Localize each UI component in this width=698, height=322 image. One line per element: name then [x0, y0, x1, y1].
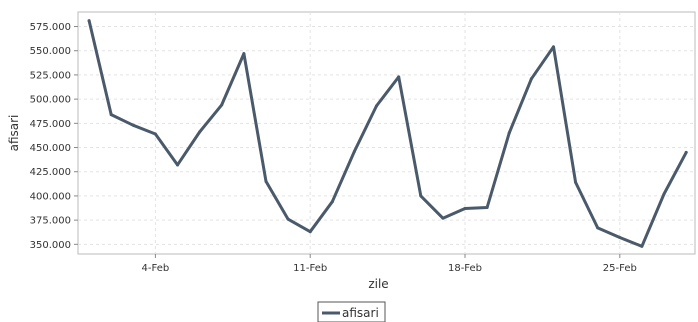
- legend: afisari: [317, 301, 386, 322]
- plot-area: [77, 11, 696, 255]
- data-point: [551, 45, 555, 49]
- data-point: [131, 123, 135, 127]
- data-point: [485, 206, 489, 210]
- x-axis: 4-Feb 11-Feb 18-Feb 25-Feb: [142, 254, 637, 274]
- data-point: [397, 75, 401, 79]
- data-point: [596, 226, 600, 230]
- data-point: [529, 77, 533, 81]
- data-point: [242, 52, 246, 56]
- series-layer: [87, 19, 688, 248]
- y-tick-label: 575.000: [30, 22, 71, 33]
- x-tick-label: 4-Feb: [142, 263, 170, 274]
- y-tick-label: 425.000: [30, 167, 71, 178]
- data-point: [463, 207, 467, 211]
- y-tick-label: 400.000: [30, 191, 71, 202]
- data-point: [640, 244, 644, 248]
- data-point: [198, 130, 202, 134]
- data-point: [419, 194, 423, 198]
- data-point: [176, 163, 180, 167]
- y-tick-label: 375.000: [30, 216, 71, 227]
- x-tick-label: 18-Feb: [448, 263, 482, 274]
- data-point: [352, 149, 356, 153]
- data-point: [153, 132, 157, 136]
- data-point: [441, 216, 445, 220]
- data-point: [574, 180, 578, 184]
- data-point: [109, 113, 113, 117]
- y-axis-title: afisari: [7, 115, 21, 152]
- data-point: [330, 200, 334, 204]
- y-tick-label: 550.000: [30, 46, 71, 57]
- data-point: [264, 179, 268, 183]
- plot-frame: [77, 11, 696, 255]
- data-point: [375, 104, 379, 108]
- data-point: [286, 217, 290, 221]
- x-axis-title: zile: [368, 277, 388, 291]
- data-point: [308, 230, 312, 234]
- data-point: [87, 19, 91, 23]
- data-point: [507, 131, 511, 135]
- y-tick-label: 475.000: [30, 119, 71, 130]
- data-point: [684, 150, 688, 154]
- series-line-afisari: [87, 19, 688, 248]
- y-axis: 350.000 375.000 400.000 425.000 450.000 475.0…: [30, 22, 78, 251]
- data-point: [662, 192, 666, 196]
- data-point: [220, 103, 224, 107]
- x-tick-label: 11-Feb: [293, 263, 327, 274]
- legend-box: [317, 301, 386, 322]
- y-tick-label: 525.000: [30, 70, 71, 81]
- y-tick-label: 350.000: [30, 240, 71, 251]
- legend-label: afisari: [342, 306, 379, 320]
- data-point: [618, 236, 622, 240]
- x-tick-label: 25-Feb: [603, 263, 637, 274]
- y-tick-label: 500.000: [30, 95, 71, 106]
- y-tick-label: 450.000: [30, 143, 71, 154]
